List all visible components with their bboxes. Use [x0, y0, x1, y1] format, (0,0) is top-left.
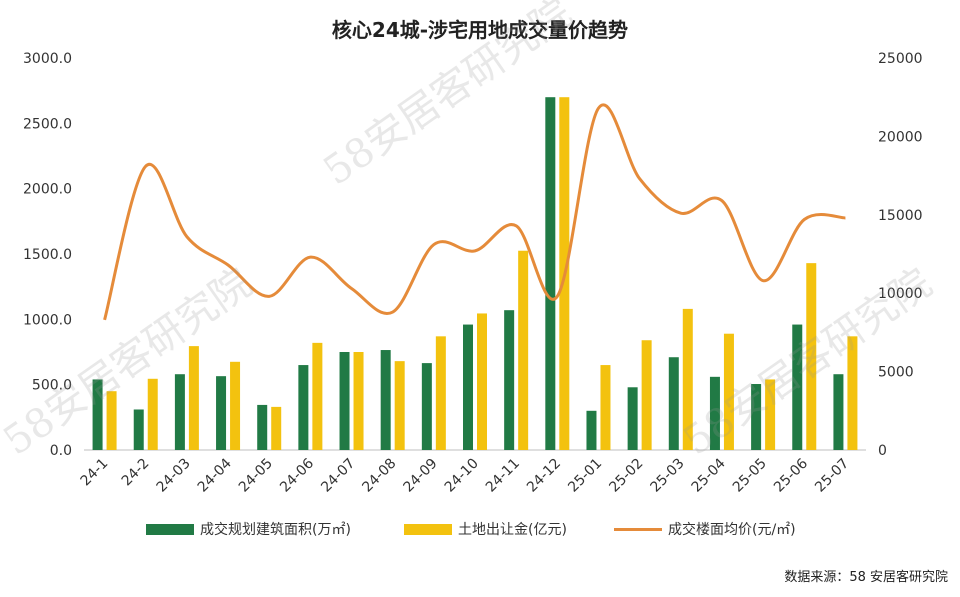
bar-revenue — [353, 352, 364, 450]
y-right-tick-label: 25000 — [878, 51, 923, 67]
x-tick-label: 24-03 — [154, 456, 194, 496]
bar-area — [668, 357, 679, 450]
bar-revenue — [806, 263, 817, 450]
bar-area — [504, 310, 515, 450]
x-tick-label: 24-07 — [318, 456, 358, 496]
y-right-tick-label: 10000 — [878, 286, 923, 302]
y-right-tick-label: 20000 — [878, 129, 923, 145]
legend-swatch-revenue — [404, 523, 452, 535]
legend-item-area: 成交规划建筑面积(万㎡) — [146, 519, 351, 539]
x-tick-label: 24-04 — [195, 455, 235, 495]
y-left-tick-label: 0.0 — [50, 443, 72, 459]
bar-revenue — [230, 361, 241, 450]
legend-item-price: 成交楼面均价(元/㎡) — [614, 519, 796, 539]
bar-area — [751, 384, 762, 450]
bar-area — [421, 363, 432, 450]
x-tick-label: 25-04 — [689, 455, 729, 495]
data-source-note: 数据来源：58 安居客研究院 — [784, 570, 948, 585]
bar-area — [586, 410, 597, 450]
bar-area — [298, 365, 309, 450]
price-line — [103, 103, 846, 321]
bar-area — [174, 374, 185, 450]
bar-area — [133, 409, 144, 450]
legend: 成交规划建筑面积(万㎡) 土地出让金(亿元) 成交楼面均价(元/㎡) — [0, 519, 960, 543]
bar-area — [792, 324, 803, 450]
bar-revenue — [271, 406, 282, 450]
y-left-tick-label: 1500.0 — [23, 247, 72, 263]
x-tick-label: 25-05 — [730, 456, 770, 496]
y-right-tick-label: 5000 — [878, 365, 914, 381]
x-tick-label: 24-05 — [236, 456, 276, 496]
bar-area — [92, 379, 103, 450]
bar-revenue — [435, 336, 446, 450]
bar-area — [463, 324, 473, 450]
chart-title: 核心24城-涉宅用地成交量价趋势 — [331, 18, 629, 42]
bar-revenue — [477, 313, 487, 450]
y-right-tick-label: 15000 — [878, 208, 923, 224]
y-left-tick-label: 1000.0 — [23, 312, 72, 328]
x-tick-label: 24-1 — [78, 456, 112, 490]
x-tick-label: 25-07 — [812, 456, 852, 496]
bar-revenue — [312, 342, 323, 450]
legend-label-revenue: 土地出让金(亿元) — [458, 522, 567, 538]
x-tick-label: 25-01 — [565, 456, 605, 496]
bar-area — [833, 374, 844, 450]
bar-revenue — [765, 379, 776, 450]
bar-revenue — [188, 346, 199, 450]
bar-area — [216, 376, 227, 450]
bar-area — [339, 352, 350, 450]
x-tick-label: 24-11 — [483, 456, 523, 496]
bar-revenue — [518, 250, 529, 450]
bar-area — [545, 97, 556, 450]
bars-layer — [92, 97, 858, 450]
x-tick-label: 24-10 — [442, 456, 482, 496]
bar-revenue — [106, 391, 117, 450]
legend-label-price: 成交楼面均价(元/㎡) — [668, 522, 796, 538]
bar-revenue — [600, 365, 611, 450]
x-tick-label: 24-2 — [119, 456, 153, 490]
legend-swatch-area — [146, 523, 194, 535]
x-tick-label: 24-09 — [401, 456, 441, 496]
x-tick-label: 24-12 — [524, 456, 564, 496]
legend-label-area: 成交规划建筑面积(万㎡) — [200, 522, 351, 538]
bar-area — [627, 387, 638, 450]
bar-revenue — [847, 336, 858, 450]
legend-item-revenue: 土地出让金(亿元) — [404, 519, 567, 539]
bar-area — [709, 376, 720, 450]
bar-revenue — [147, 378, 158, 450]
bar-revenue — [641, 340, 652, 450]
x-tick-label: 24-08 — [359, 456, 399, 496]
bar-revenue — [682, 308, 693, 450]
bar-revenue — [394, 361, 405, 450]
y-left-tick-label: 3000.0 — [23, 51, 72, 67]
y-left-tick-label: 2000.0 — [23, 182, 72, 198]
x-tick-label: 24-06 — [277, 455, 317, 495]
line-layer — [103, 103, 846, 321]
legend-swatch-price — [614, 527, 662, 531]
y-left-tick-label: 500.0 — [32, 378, 72, 394]
y-left-tick-label: 2500.0 — [23, 116, 72, 132]
x-tick-label: 25-02 — [606, 456, 646, 496]
bar-revenue — [723, 333, 734, 450]
bar-area — [257, 404, 268, 450]
x-tick-label: 25-06 — [771, 455, 811, 495]
bar-area — [380, 350, 391, 450]
y-right-tick-label: 0 — [878, 443, 887, 459]
x-tick-label: 25-03 — [648, 456, 688, 496]
